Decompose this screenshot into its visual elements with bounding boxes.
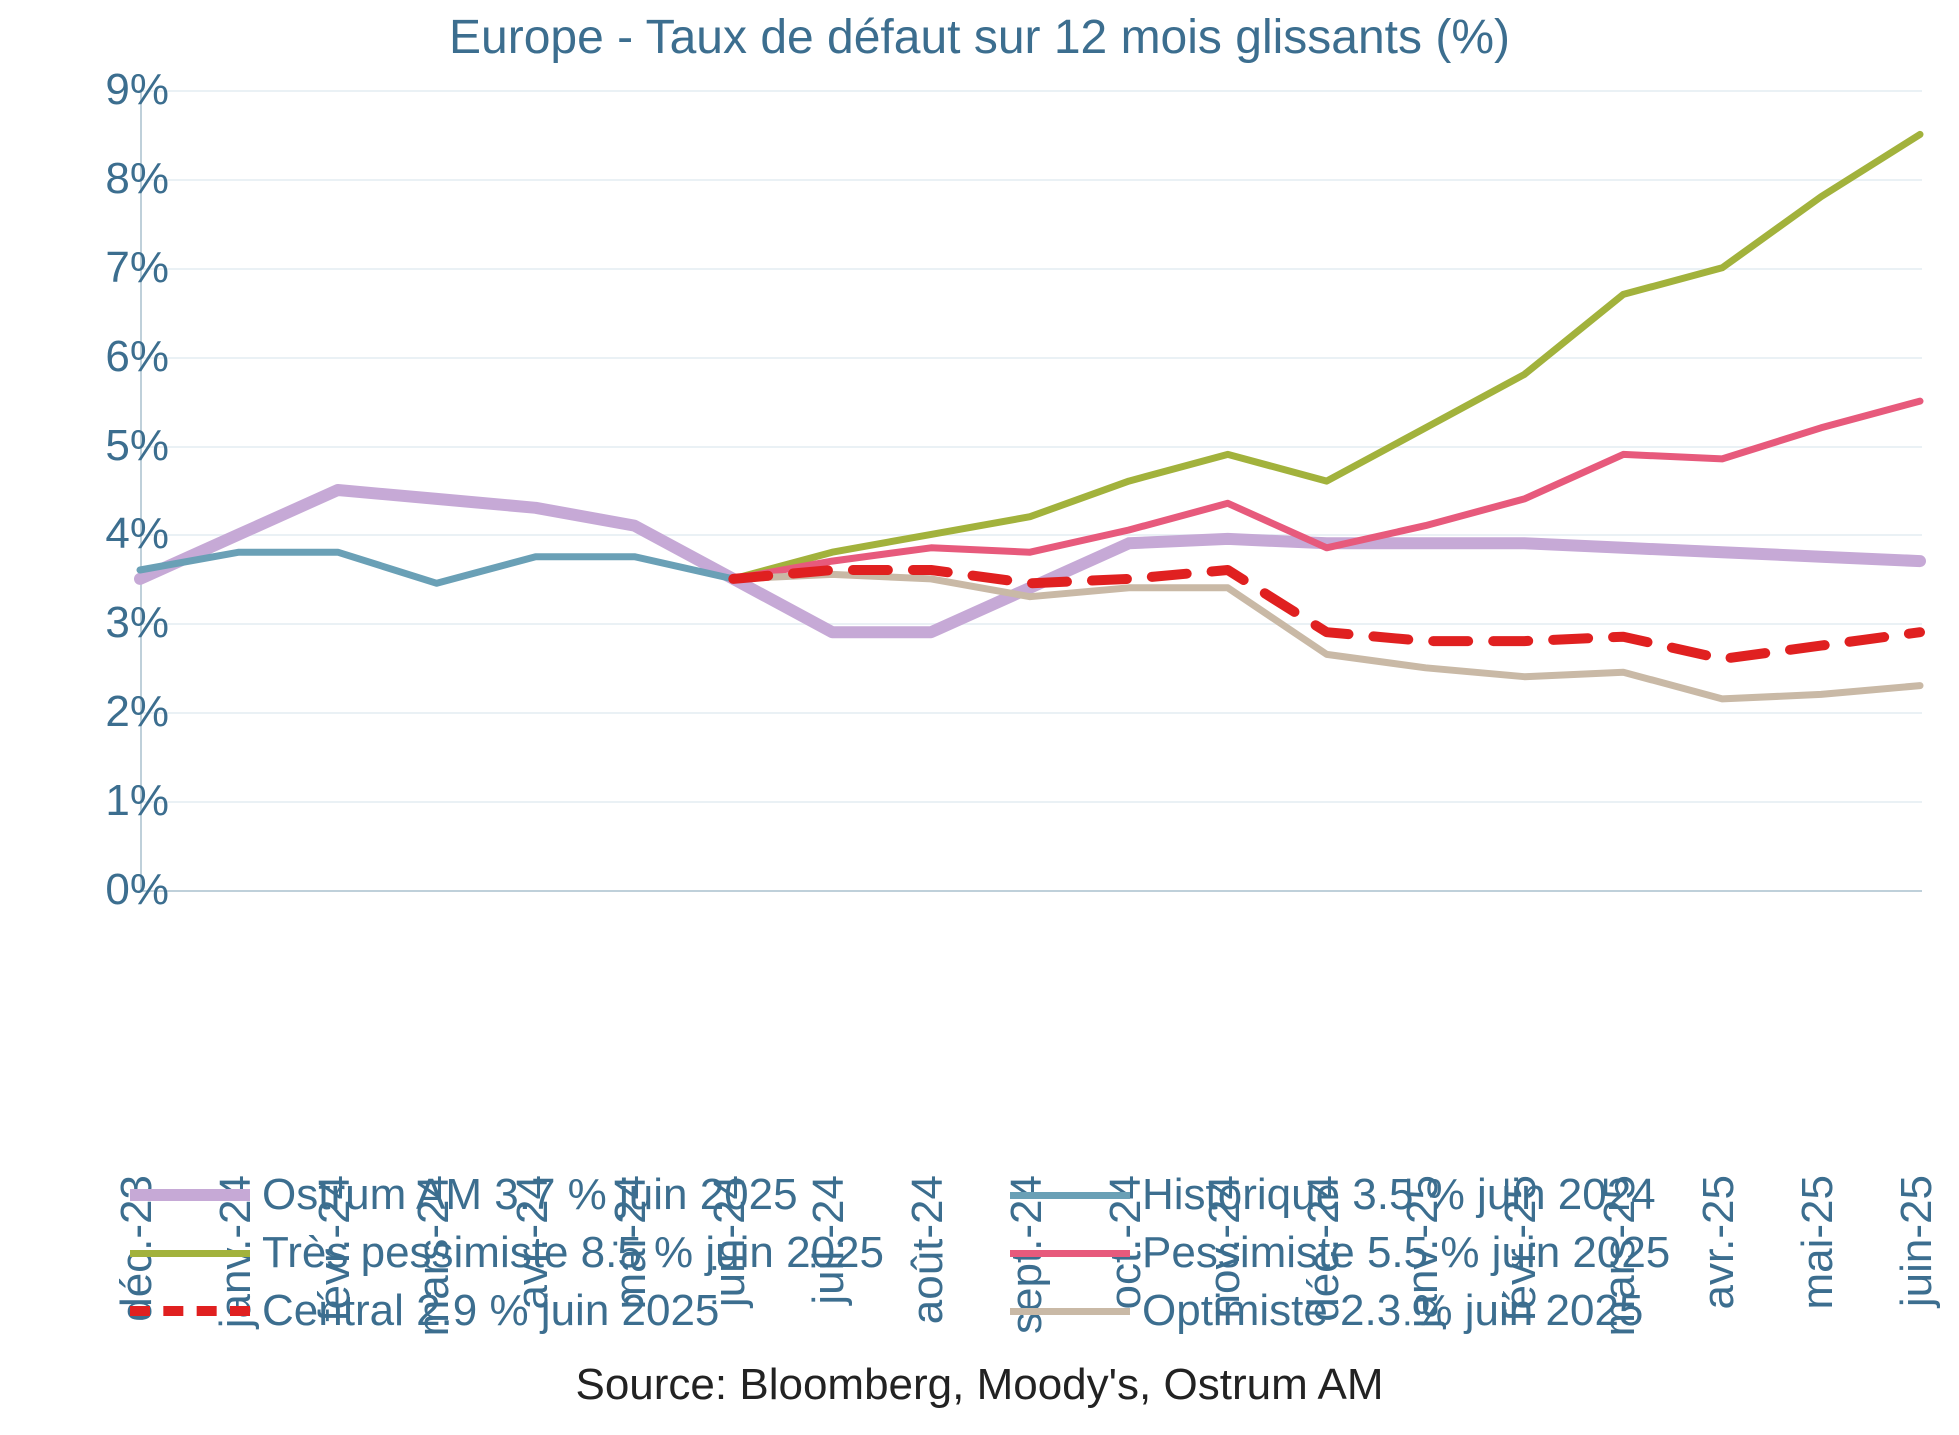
legend-label: Ostrum AM 3.7 % juin 2025: [262, 1170, 798, 1220]
legend-label: Optimiste 2.3 % juin 2025: [1142, 1286, 1643, 1336]
legend: Ostrum AM 3.7 % juin 2025 Historique 3.5 …: [130, 1170, 1930, 1344]
series-lines: [140, 90, 1920, 890]
legend-label: Très pessimiste 8.5 % juin 2025: [262, 1228, 884, 1278]
legend-swatch: [130, 1291, 250, 1331]
series-line-tres_pessimiste: [733, 134, 1920, 579]
legend-item-optimiste: Optimiste 2.3 % juin 2025: [1010, 1286, 1890, 1336]
y-axis-label: 3%: [49, 598, 169, 648]
legend-swatch: [1010, 1291, 1130, 1331]
y-axis-label: 1%: [49, 776, 169, 826]
y-axis-label: 6%: [49, 332, 169, 382]
chart-title: Europe - Taux de défaut sur 12 mois glis…: [0, 10, 1959, 65]
legend-swatch: [1010, 1233, 1130, 1273]
legend-item-pessimiste: Pessimiste 5.5 % juin 2025: [1010, 1228, 1890, 1278]
legend-label: Pessimiste 5.5 % juin 2025: [1142, 1228, 1670, 1278]
y-axis-label: 2%: [49, 687, 169, 737]
legend-item-central: Central 2.9 % juin 2025: [130, 1286, 1010, 1336]
legend-swatch: [130, 1233, 250, 1273]
y-axis-label: 8%: [49, 154, 169, 204]
series-line-historique: [140, 552, 733, 583]
legend-item-ostrum: Ostrum AM 3.7 % juin 2025: [130, 1170, 1010, 1220]
legend-item-historique: Historique 3.5 % juin 2024: [1010, 1170, 1890, 1220]
legend-swatch: [130, 1175, 250, 1215]
source-text: Source: Bloomberg, Moody's, Ostrum AM: [0, 1360, 1959, 1410]
y-axis-label: 5%: [49, 421, 169, 471]
legend-label: Historique 3.5 % juin 2024: [1142, 1170, 1656, 1220]
y-axis-label: 7%: [49, 243, 169, 293]
series-line-ostrum: [140, 490, 1920, 632]
plot-area: [140, 90, 1920, 890]
chart-container: Europe - Taux de défaut sur 12 mois glis…: [0, 0, 1959, 1435]
legend-item-tres_pessimiste: Très pessimiste 8.5 % juin 2025: [130, 1228, 1010, 1278]
legend-label: Central 2.9 % juin 2025: [262, 1286, 719, 1336]
y-axis-label: 4%: [49, 509, 169, 559]
y-axis-label: 9%: [49, 65, 169, 115]
legend-swatch: [1010, 1175, 1130, 1215]
x-axis-labels: déc.-23janv.-24févr.-24mars-24avr.-24mai…: [140, 900, 1920, 1160]
series-line-central: [733, 570, 1920, 659]
